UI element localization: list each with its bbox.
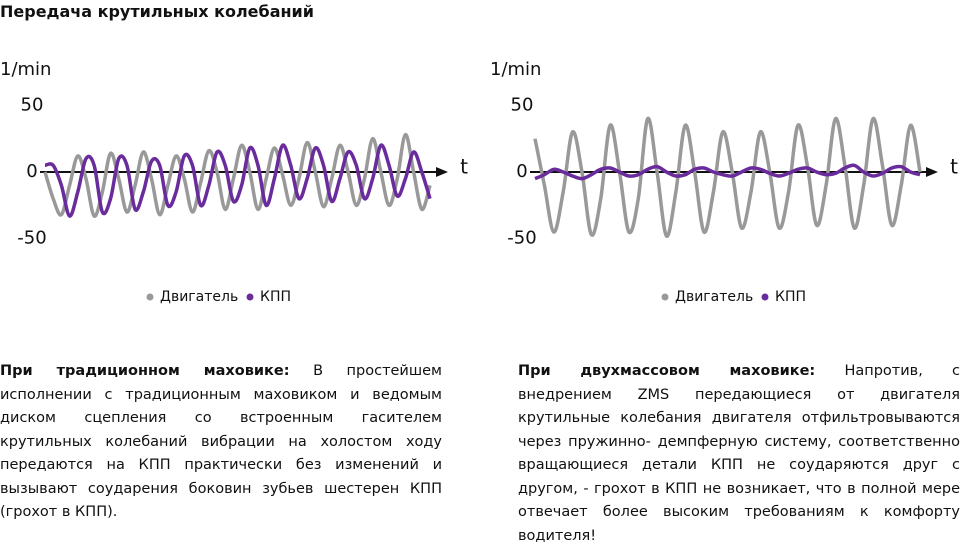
legend-marker [761,293,769,301]
series-line [534,163,921,181]
legend-marker [661,293,669,301]
x-axis-label: t [950,155,958,179]
paragraph: При традиционном маховике: В простейшем … [0,360,442,525]
y-tick-label: 0 [516,161,527,182]
y-tick-label: -50 [507,228,536,249]
axis-arrow [436,167,448,177]
paragraph-text: В простейшем исполнении с традиционным м… [0,363,442,520]
y-tick-label: 50 [21,94,44,115]
y-tick-label: 50 [511,94,534,115]
legend-label: КПП [260,289,291,305]
y-axis-label: 1/min [0,59,51,80]
series-line [44,143,432,218]
charts: 1/min -50 0 50 t Двигатель КПП 1/min -50 0 50 t Двиг… [0,59,958,305]
paragraph: При двухмассовом маховике: Напротив, с в… [518,360,960,548]
legend-marker [146,293,154,301]
axis-arrow [926,167,938,177]
legend-label: Двигатель [675,289,753,305]
page-title: Передача крутильных колебаний [0,2,314,21]
paragraph-lead: При двухмассовом маховике: [518,363,816,379]
y-axis-label: 1/min [490,59,541,80]
y-tick-label: -50 [17,228,46,249]
series-line [43,132,432,218]
legend-label: Двигатель [160,289,238,305]
paragraph-lead: При традиционном маховике: [0,363,290,379]
x-axis-label: t [460,155,468,179]
legend-label: КПП [775,289,806,305]
y-tick-label: 0 [26,161,37,182]
series-line [533,116,922,238]
paragraph-text: Напротив, с внедрением ZMS передающиеся … [518,363,960,544]
legend-marker [246,293,254,301]
